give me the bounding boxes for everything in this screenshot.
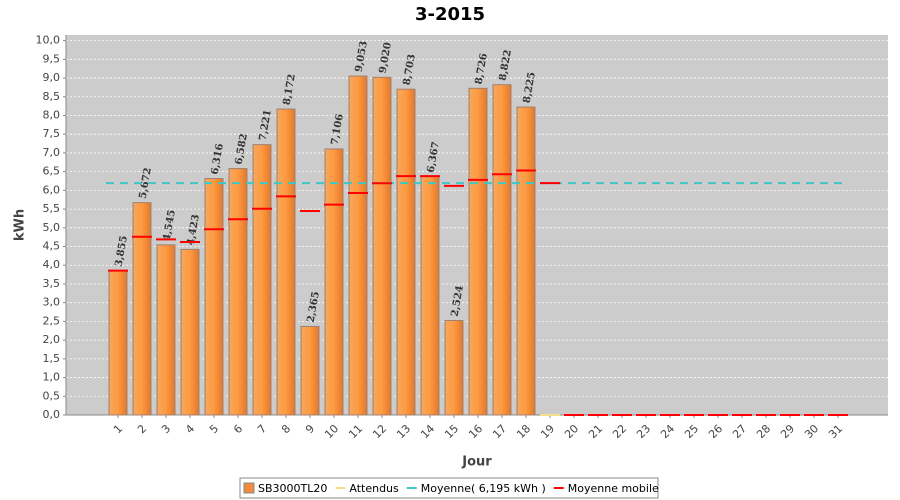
legend-label: Moyenne( 6,195 kWh ) bbox=[421, 482, 546, 495]
y-tick-label: 5,5 bbox=[43, 202, 61, 215]
bar bbox=[276, 108, 296, 416]
bar bbox=[300, 325, 320, 416]
x-tick-label: 29 bbox=[778, 422, 797, 441]
bar bbox=[516, 106, 536, 416]
chart-title: 3-2015 bbox=[415, 4, 485, 25]
value-label: 4,423 bbox=[186, 214, 202, 247]
x-tick-label: 7 bbox=[255, 422, 269, 436]
x-tick-label: 4 bbox=[183, 422, 197, 436]
value-label: 8,172 bbox=[282, 73, 298, 106]
value-label: 8,822 bbox=[498, 49, 514, 82]
x-axis-label: Jour bbox=[461, 455, 492, 470]
x-tick-label: 21 bbox=[586, 422, 605, 441]
x-tick-label: 23 bbox=[634, 422, 653, 441]
bar bbox=[228, 168, 248, 416]
value-label: 6,582 bbox=[234, 133, 250, 166]
value-label: 6,367 bbox=[426, 141, 442, 174]
y-axis-label: kWh bbox=[13, 209, 28, 241]
x-tick-label: 12 bbox=[370, 422, 389, 441]
y-tick-label: 4,5 bbox=[43, 240, 61, 253]
y-tick-label: 0,5 bbox=[43, 389, 61, 402]
x-tick-label: 10 bbox=[322, 422, 341, 441]
x-tick-label: 31 bbox=[826, 422, 845, 441]
x-tick-label: 28 bbox=[754, 422, 773, 441]
bar bbox=[132, 202, 152, 416]
value-label: 7,106 bbox=[330, 113, 346, 146]
x-tick-label: 19 bbox=[538, 422, 557, 441]
value-label: 8,703 bbox=[402, 53, 418, 86]
value-label: 2,524 bbox=[450, 285, 466, 318]
x-tick-label: 17 bbox=[490, 422, 509, 441]
value-label: 9,020 bbox=[378, 41, 394, 74]
legend-label: Moyenne mobile bbox=[568, 482, 659, 495]
y-tick-label: 3,5 bbox=[43, 277, 61, 290]
x-tick-label: 13 bbox=[394, 422, 413, 441]
y-tick-label: 8,0 bbox=[43, 108, 61, 121]
y-tick-label: 10,0 bbox=[36, 34, 61, 47]
x-tick-label: 14 bbox=[418, 422, 437, 441]
bar bbox=[468, 87, 488, 416]
bar bbox=[444, 320, 464, 416]
x-tick-label: 20 bbox=[562, 422, 581, 441]
x-tick-label: 30 bbox=[802, 422, 821, 441]
value-label: 8,726 bbox=[474, 52, 490, 85]
bar bbox=[324, 148, 344, 416]
x-tick-label: 5 bbox=[207, 422, 221, 436]
x-tick-label: 2 bbox=[135, 422, 149, 436]
bar bbox=[204, 178, 224, 416]
bar bbox=[372, 76, 392, 416]
x-tick-label: 26 bbox=[706, 422, 725, 441]
y-tick-label: 0,0 bbox=[43, 408, 61, 421]
x-tick-label: 11 bbox=[346, 422, 365, 441]
value-label: 4,545 bbox=[162, 209, 178, 242]
y-tick-label: 5,0 bbox=[43, 221, 61, 234]
x-tick-label: 24 bbox=[658, 422, 677, 441]
value-label: 2,365 bbox=[306, 291, 322, 324]
bar bbox=[420, 176, 440, 416]
x-tick-label: 16 bbox=[466, 422, 485, 441]
value-label: 3,855 bbox=[114, 235, 130, 268]
y-tick-label: 6,5 bbox=[43, 165, 61, 178]
y-tick-label: 8,5 bbox=[43, 90, 61, 103]
x-tick-label: 25 bbox=[682, 422, 701, 441]
y-tick-label: 2,0 bbox=[43, 333, 61, 346]
x-tick-label: 6 bbox=[231, 422, 245, 436]
value-label: 9,053 bbox=[354, 40, 370, 73]
bar bbox=[252, 144, 272, 416]
x-tick-label: 3 bbox=[159, 422, 173, 436]
y-tick-label: 7,5 bbox=[43, 127, 61, 140]
bar bbox=[180, 248, 200, 416]
y-tick-label: 9,5 bbox=[43, 52, 61, 65]
bar bbox=[156, 244, 176, 416]
y-tick-label: 7,0 bbox=[43, 146, 61, 159]
x-tick-label: 8 bbox=[279, 422, 293, 436]
x-tick-label: 15 bbox=[442, 422, 461, 441]
y-tick-label: 2,5 bbox=[43, 314, 61, 327]
value-label: 7,221 bbox=[258, 109, 274, 142]
x-tick-label: 18 bbox=[514, 422, 533, 441]
y-tick-label: 1,0 bbox=[43, 371, 61, 384]
y-tick-label: 9,0 bbox=[43, 71, 61, 84]
bar bbox=[348, 75, 368, 416]
bar bbox=[108, 270, 128, 416]
x-tick-label: 9 bbox=[303, 422, 317, 436]
x-tick-label: 1 bbox=[111, 422, 125, 436]
bar bbox=[492, 84, 512, 416]
value-label: 8,225 bbox=[522, 71, 538, 104]
legend-label: SB3000TL20 bbox=[258, 482, 327, 495]
y-tick-label: 4,0 bbox=[43, 258, 61, 271]
x-tick-label: 27 bbox=[730, 422, 749, 441]
value-label: 6,316 bbox=[210, 143, 226, 176]
bar bbox=[396, 88, 416, 416]
x-tick-label: 22 bbox=[610, 422, 629, 441]
legend bbox=[239, 477, 659, 499]
y-tick-label: 6,0 bbox=[43, 183, 61, 196]
legend-label: Attendus bbox=[349, 482, 399, 495]
y-tick-label: 3,0 bbox=[43, 296, 61, 309]
legend-swatch bbox=[243, 482, 255, 494]
y-tick-label: 1,5 bbox=[43, 352, 61, 365]
value-label: 5,672 bbox=[138, 167, 154, 200]
